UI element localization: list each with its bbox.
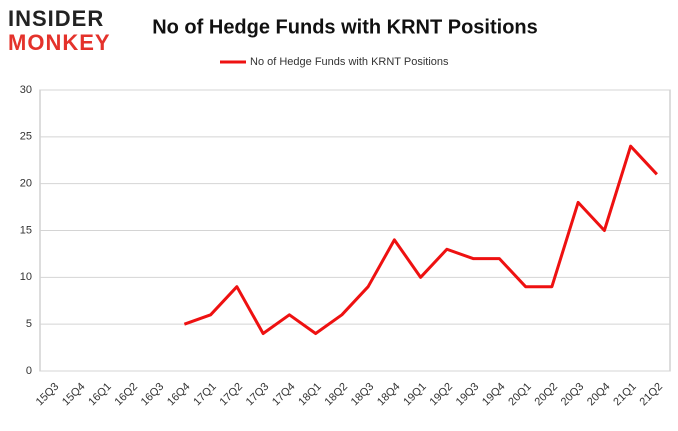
y-tick-label: 30 [20,84,32,96]
logo-text: MONKEY [8,30,111,55]
x-tick-label: 17Q4 [270,381,298,409]
x-tick-label: 16Q1 [86,381,114,409]
y-tick-label: 15 [20,224,32,236]
x-tick-label: 20Q3 [559,381,587,409]
y-tick-label: 10 [20,271,32,283]
x-tick-label: 21Q1 [611,381,639,409]
chart-title: No of Hedge Funds with KRNT Positions [152,16,538,38]
x-tick-label: 17Q1 [191,381,219,409]
y-tick-label: 5 [26,318,32,330]
x-tick-label: 21Q2 [638,381,666,409]
x-tick-label: 17Q2 [218,381,246,409]
x-tick-label: 16Q3 [139,381,167,409]
x-tick-label: 19Q1 [401,381,429,409]
x-tick-label: 17Q3 [244,381,272,409]
x-tick-label: 18Q1 [296,381,324,409]
y-tick-label: 25 [20,131,32,143]
logo-text: INSIDER [8,6,104,31]
x-tick-label: 19Q4 [480,381,508,409]
x-tick-label: 18Q2 [323,381,351,409]
x-tick-label: 18Q3 [349,381,377,409]
y-tick-label: 0 [26,365,32,377]
x-tick-label: 19Q2 [428,381,456,409]
x-tick-label: 18Q4 [375,381,403,409]
y-tick-label: 20 [20,178,32,190]
x-tick-label: 16Q2 [113,381,141,409]
x-tick-label: 20Q4 [585,381,613,409]
x-tick-label: 15Q4 [60,381,88,409]
legend-label: No of Hedge Funds with KRNT Positions [250,56,449,68]
x-tick-label: 16Q4 [165,381,193,409]
x-tick-label: 20Q2 [533,381,561,409]
x-tick-label: 15Q3 [34,381,62,409]
x-tick-label: 19Q3 [454,381,482,409]
data-line [183,144,658,336]
x-tick-label: 20Q1 [506,381,534,409]
